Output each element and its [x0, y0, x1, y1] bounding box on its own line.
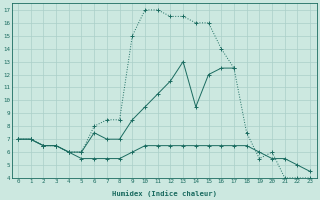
X-axis label: Humidex (Indice chaleur): Humidex (Indice chaleur) [112, 190, 217, 197]
